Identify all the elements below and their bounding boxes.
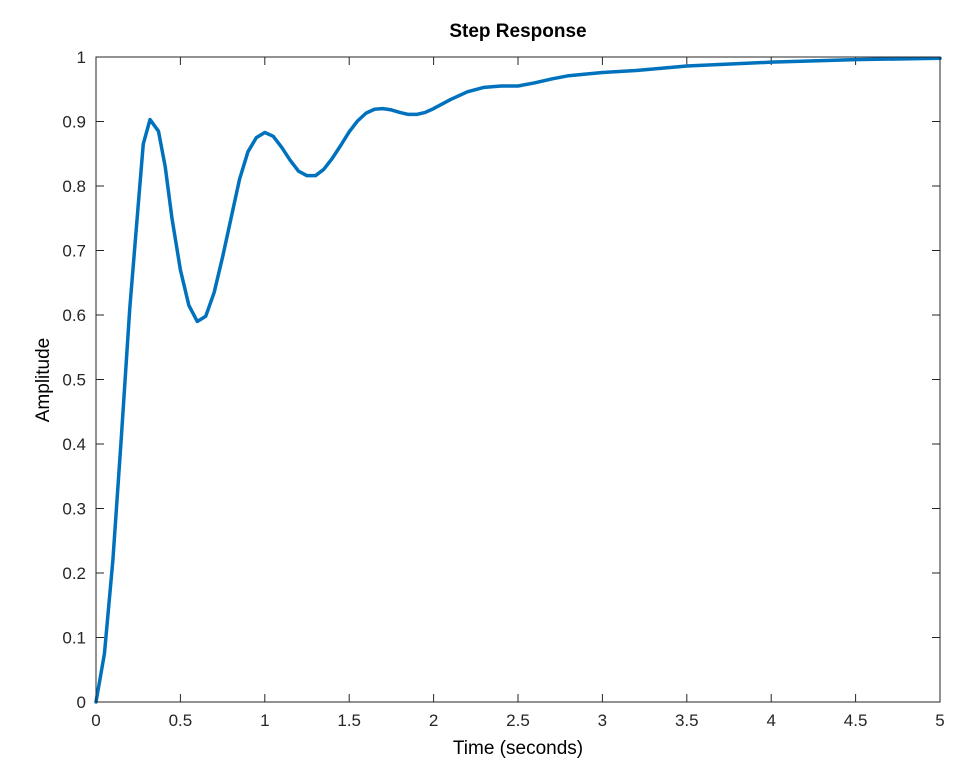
plot-area — [96, 57, 940, 702]
y-tick-label: 0.6 — [62, 306, 86, 325]
x-tick-label: 5 — [935, 711, 944, 730]
y-tick-label: 1 — [77, 48, 86, 67]
y-tick-label: 0.4 — [62, 435, 86, 454]
y-tick-label: 0.8 — [62, 177, 86, 196]
axes-box — [95, 56, 941, 703]
chart-title: Step Response — [449, 21, 586, 42]
x-tick-label: 4.5 — [844, 711, 868, 730]
x-tick-label: 3 — [598, 711, 607, 730]
y-axis-label: Amplitude — [33, 338, 54, 423]
x-tick-label: 0 — [91, 711, 100, 730]
x-tick-label: 3.5 — [675, 711, 699, 730]
y-tick-label: 0.7 — [62, 242, 86, 261]
y-tick-label: 0 — [77, 693, 86, 712]
x-axis-label: Time (seconds) — [453, 738, 583, 759]
x-tick-label: 1 — [260, 711, 269, 730]
y-tick-label: 0.9 — [62, 113, 86, 132]
x-tick-label: 4 — [766, 711, 775, 730]
series-line — [94, 56, 942, 704]
x-tick-label: 0.5 — [169, 711, 193, 730]
tick-labels: 0 0.5 1 1.5 2 2.5 3 3.5 4 4.5 5 0 0.1 0.2 0.3 0.4 0.5 0.6… — [62, 48, 944, 730]
y-tick-label: 0.5 — [62, 371, 86, 390]
x-tick-label: 1.5 — [337, 711, 361, 730]
y-tick-label: 0.1 — [62, 629, 86, 648]
x-tick-label: 2 — [429, 711, 438, 730]
y-tick-label: 0.2 — [62, 564, 86, 583]
y-tick-label: 0.3 — [62, 500, 86, 519]
x-tick-label: 2.5 — [506, 711, 530, 730]
